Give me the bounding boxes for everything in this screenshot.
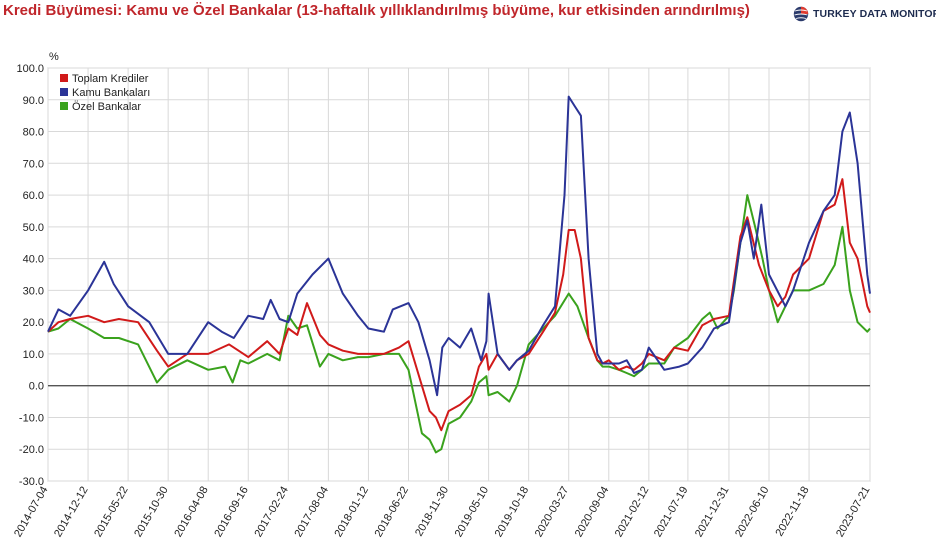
globe-logo-icon — [793, 6, 809, 22]
y-axis-ticks: 100.0 90.0 80.0 70.0 60.0 50.0 40.0 30.0 20.0 10.… — [16, 63, 44, 488]
brand-name: TURKEY DATA MONITOR — [813, 8, 936, 20]
legend-swatch-toplam — [60, 74, 68, 82]
y-tick-label: -30.0 — [19, 476, 44, 488]
x-tick-label: 2014-07-04 — [12, 485, 51, 540]
y-tick-label: 100.0 — [16, 63, 44, 75]
y-tick-label: -20.0 — [19, 444, 44, 456]
y-tick-label: 40.0 — [23, 254, 44, 266]
series-lines — [47, 95, 871, 454]
x-tick-label: 2021-02-12 — [613, 485, 652, 540]
x-tick-label: 2021-12-31 — [693, 485, 732, 540]
legend-swatch-ozel — [60, 102, 68, 110]
y-tick-label: 20.0 — [23, 317, 44, 329]
x-tick-label: 2016-09-16 — [212, 485, 251, 540]
series-line-ozel-bankalar — [47, 194, 871, 454]
legend-label-ozel: Özel Bankalar — [72, 101, 141, 113]
x-tick-label: 2019-05-10 — [453, 485, 492, 540]
y-tick-label: 0.0 — [29, 381, 44, 393]
legend-swatch-kamu — [60, 88, 68, 96]
x-tick-label: 2018-06-22 — [373, 485, 412, 540]
x-tick-label: 2020-03-27 — [533, 485, 572, 540]
legend: Toplam Krediler Kamu Bankaları Özel Bank… — [60, 73, 150, 113]
brand-logo-group: TURKEY DATA MONITOR — [793, 5, 936, 23]
x-tick-label: 2021-07-19 — [652, 485, 691, 540]
x-tick-label: 2016-04-08 — [172, 485, 211, 540]
y-tick-label: -10.0 — [19, 412, 44, 424]
chart-title: Kredi Büyümesi: Kamu ve Özel Bankalar (1… — [3, 2, 750, 19]
x-tick-label: 2017-08-04 — [292, 485, 331, 540]
x-axis-ticks: 2014-07-04 2014-12-12 2015-05-22 2015-10-30… — [12, 485, 873, 540]
x-tick-label: 2020-09-04 — [573, 485, 612, 540]
series-line-kamu-bankalari — [47, 95, 871, 397]
y-tick-label: 60.0 — [23, 190, 44, 202]
x-tick-label: 2022-11-18 — [774, 485, 812, 539]
x-tick-label: 2014-12-12 — [52, 485, 91, 540]
x-tick-label: 2015-10-30 — [132, 485, 171, 540]
x-tick-label: 2017-02-24 — [252, 485, 291, 540]
x-tick-label: 2018-11-30 — [413, 485, 451, 539]
y-axis-label: % — [49, 51, 59, 63]
legend-label-kamu: Kamu Bankaları — [72, 87, 150, 99]
y-tick-label: 90.0 — [23, 95, 44, 107]
x-tick-label: 2023-07-21 — [834, 485, 873, 540]
y-tick-label: 70.0 — [23, 158, 44, 170]
x-tick-label: 2018-01-12 — [333, 485, 372, 540]
y-tick-label: 50.0 — [23, 222, 44, 234]
y-tick-label: 10.0 — [23, 349, 44, 361]
y-tick-label: 80.0 — [23, 127, 44, 139]
x-tick-label: 2022-06-10 — [733, 485, 772, 540]
x-tick-label: 2019-10-18 — [493, 485, 532, 540]
y-tick-label: 30.0 — [23, 285, 44, 297]
x-tick-label: 2015-05-22 — [92, 485, 131, 540]
legend-label-toplam: Toplam Krediler — [72, 73, 149, 85]
